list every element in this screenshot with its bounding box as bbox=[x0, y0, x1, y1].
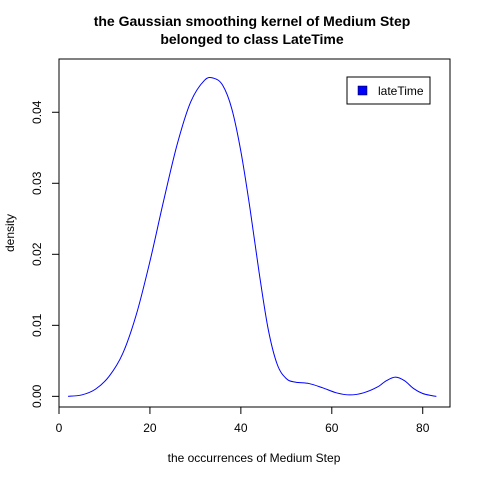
x-axis-label: the occurrences of Medium Step bbox=[168, 451, 341, 465]
x-tick-label: 20 bbox=[143, 421, 157, 435]
chart-title-line-1: the Gaussian smoothing kernel of Medium … bbox=[94, 13, 411, 29]
x-tick-label: 40 bbox=[234, 421, 248, 435]
x-tick-label: 80 bbox=[416, 421, 430, 435]
y-axis-label: density bbox=[3, 214, 17, 252]
y-tick-label: 0.01 bbox=[30, 313, 44, 337]
y-tick-label: 0.00 bbox=[30, 384, 44, 408]
chart-title-line-2: belonged to class LateTime bbox=[160, 31, 344, 47]
y-axis: 0.00 0.01 0.02 0.03 0.04 bbox=[30, 100, 60, 408]
plot-frame bbox=[58, 58, 451, 408]
legend-label-latetime: lateTime bbox=[378, 84, 424, 98]
y-tick-label: 0.04 bbox=[30, 100, 44, 124]
y-tick-label: 0.02 bbox=[30, 242, 44, 266]
legend: lateTime bbox=[346, 76, 431, 105]
x-tick-label: 60 bbox=[325, 421, 339, 435]
x-axis: 0 20 40 60 80 bbox=[56, 406, 430, 435]
series-line-latetime bbox=[68, 76, 437, 397]
x-tick-label: 0 bbox=[56, 421, 63, 435]
legend-swatch-latetime bbox=[357, 85, 368, 96]
y-tick-label: 0.03 bbox=[30, 171, 44, 195]
